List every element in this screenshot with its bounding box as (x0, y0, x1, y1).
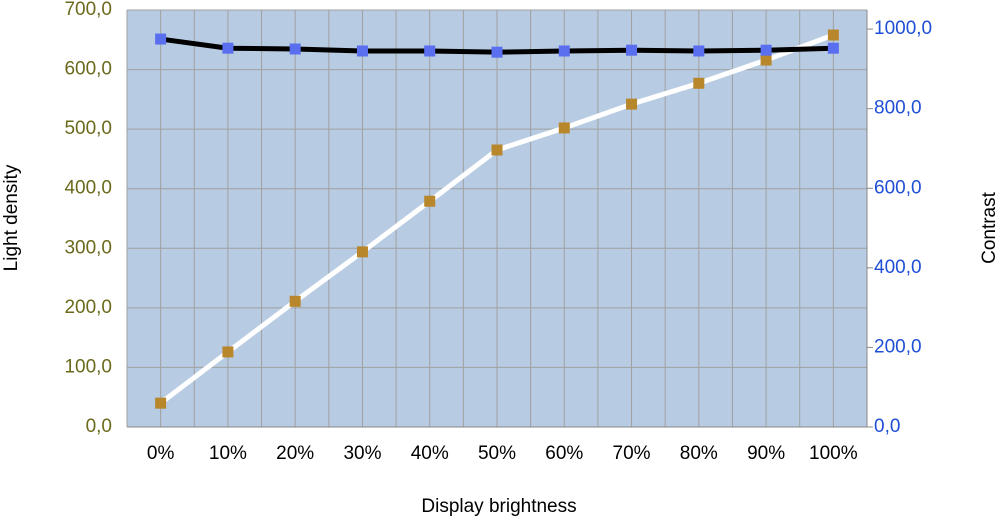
y2-tick-label: 200,0 (874, 336, 922, 357)
y-tick-label: 0,0 (86, 416, 112, 437)
y2-tick-label: 0,0 (874, 416, 900, 437)
x-tick-label: 100% (809, 443, 858, 464)
x-tick-label: 10% (209, 443, 247, 464)
x-tick-label: 90% (747, 443, 785, 464)
marker (491, 144, 503, 156)
marker (693, 45, 705, 57)
marker (424, 45, 436, 57)
y-tick-label: 600,0 (64, 59, 112, 80)
marker (222, 42, 234, 54)
marker (491, 46, 503, 58)
x-axis-title: Display brightness (421, 496, 576, 517)
y2-tick-label: 400,0 (874, 257, 922, 278)
y-tick-label: 400,0 (64, 178, 112, 199)
marker (626, 44, 638, 56)
y2-tick-label: 800,0 (874, 98, 922, 119)
marker (155, 397, 167, 409)
marker (155, 33, 167, 45)
y-tick-label: 100,0 (64, 356, 112, 377)
x-tick-label: 40% (411, 443, 449, 464)
y2-tick-label: 1000,0 (874, 18, 932, 39)
y-tick-label: 200,0 (64, 297, 112, 318)
marker (289, 43, 301, 55)
x-tick-label: 30% (343, 443, 381, 464)
x-tick-label: 50% (478, 443, 516, 464)
marker (626, 98, 638, 110)
marker (827, 42, 839, 54)
marker (222, 346, 234, 358)
y2-tick-label: 600,0 (874, 177, 922, 198)
y-axis-title: Light density (1, 164, 22, 271)
marker (827, 29, 839, 41)
marker (424, 195, 436, 207)
marker (289, 295, 301, 307)
y-tick-label: 700,0 (64, 0, 112, 20)
x-tick-label: 60% (545, 443, 583, 464)
y-tick-label: 500,0 (64, 118, 112, 139)
x-tick-label: 70% (613, 443, 651, 464)
marker (760, 44, 772, 56)
y2-axis-title: Contrast (979, 191, 1000, 264)
marker (356, 246, 368, 258)
marker (693, 77, 705, 89)
x-tick-label: 80% (680, 443, 718, 464)
x-tick-label: 0% (147, 443, 175, 464)
marker (558, 45, 570, 57)
marker (558, 122, 570, 134)
marker (760, 54, 772, 66)
x-tick-label: 20% (276, 443, 314, 464)
marker (356, 45, 368, 57)
y-tick-label: 300,0 (64, 237, 112, 258)
